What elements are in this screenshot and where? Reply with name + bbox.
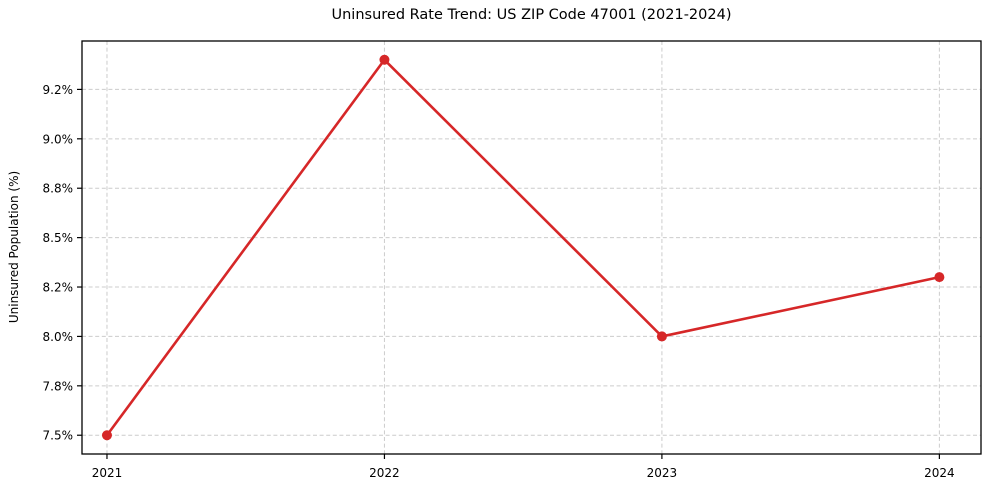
y-tick-label: 8.0%	[43, 330, 74, 344]
y-tick-label: 9.2%	[43, 83, 74, 97]
x-tick-label: 2022	[369, 466, 400, 480]
data-point-marker	[101, 430, 112, 441]
chart-title: Uninsured Rate Trend: US ZIP Code 47001 …	[331, 7, 732, 23]
y-tick-label: 9.0%	[43, 132, 74, 146]
data-point-marker	[656, 331, 667, 342]
trend-line	[105, 58, 941, 437]
y-tick-label: 8.5%	[43, 231, 74, 245]
data-point-marker	[934, 272, 945, 283]
y-tick-label: 8.8%	[43, 182, 74, 196]
x-tick-label: 2023	[647, 466, 678, 480]
y-tick-label: 7.8%	[43, 379, 74, 393]
x-tick-label: 2021	[92, 466, 123, 480]
y-tick-label: 7.5%	[43, 429, 74, 443]
y-axis-label: Uninsured Population (%)	[7, 170, 21, 324]
y-tick-label: 8.2%	[43, 281, 74, 295]
axes-spines	[81, 40, 982, 455]
x-tick-label: 2024	[924, 466, 955, 480]
data-point-marker	[379, 54, 390, 65]
